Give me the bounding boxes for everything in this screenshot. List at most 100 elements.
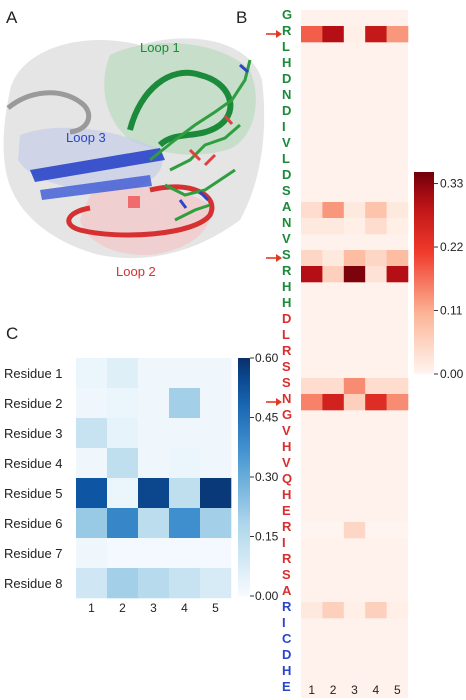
sequence-letter: V [282, 135, 291, 150]
heatmap-c-cell [169, 388, 201, 419]
heatmap-c-row-label: Residue 7 [4, 546, 63, 561]
heatmap-b-cell [365, 202, 387, 219]
heatmap-b-cell [301, 602, 323, 619]
heatmap-c-cell [107, 568, 139, 599]
heatmap-b-x-tick: 1 [308, 683, 315, 697]
strand-blue-1 [30, 148, 165, 182]
red-marker [128, 196, 140, 208]
heatmap-b-cell [365, 26, 387, 43]
heatmap-c-row-label: Residue 3 [4, 426, 63, 441]
sequence-letter: S [282, 183, 291, 198]
heatmap-c-cell [169, 508, 201, 539]
sequence-letter: C [282, 631, 292, 646]
heatmap-c-cell [200, 448, 232, 479]
heatmap-b-cell [386, 378, 409, 395]
heatmap-c-cell [169, 478, 201, 509]
heatmap-c-cell [76, 448, 108, 479]
heatmap-c-cell [107, 358, 139, 389]
heatmap-b-cell [386, 250, 409, 267]
sequence-letter: N [282, 87, 292, 102]
heatmap-b-cell [301, 522, 323, 539]
heatmap-c-row-label: Residue 5 [4, 486, 63, 501]
colorbar-c-tick: 0.00 [255, 589, 279, 603]
heatmap-c-x-tick: 5 [212, 601, 219, 615]
sequence-letter: R [282, 343, 292, 358]
ligand-sticks [149, 59, 252, 222]
heatmap-c-cell [169, 418, 201, 449]
heatmap-c-x-tick: 4 [181, 601, 188, 615]
loop2-label: Loop 2 [116, 264, 156, 279]
sequence-letter: H [282, 55, 292, 70]
heatmap-c-x-tick: 3 [150, 601, 157, 615]
arrow-head [276, 398, 282, 406]
heatmap-b-cell [343, 378, 366, 395]
sequence-letter: H [282, 439, 292, 454]
heatmap-b-cell [343, 602, 366, 619]
heatmap-b-cell [386, 266, 409, 283]
heatmap-b-cell [322, 522, 345, 539]
sequence-letter: H [282, 295, 292, 310]
heatmap-c-cell [107, 448, 139, 479]
heatmap-c-cell [107, 418, 139, 449]
heatmap-b-cell [301, 26, 323, 43]
sequence-letter: D [282, 647, 292, 662]
panel-label-a: A [6, 8, 18, 27]
heatmap-c-x-tick: 2 [119, 601, 126, 615]
sequence-letter: N [282, 391, 292, 406]
heatmap-b-cell [365, 378, 387, 395]
sequence-letter: L [282, 39, 290, 54]
heatmap-b-cell [365, 602, 387, 619]
sequence-letter: V [282, 231, 291, 246]
sequence-letter: S [282, 247, 291, 262]
heatmap-b-cell [365, 266, 387, 283]
sequence-letter: A [282, 199, 292, 214]
sequence-letter: R [282, 263, 292, 278]
heatmap-b-cell [343, 218, 366, 235]
heatmap-c-cell [138, 568, 170, 599]
colorbar-b [414, 172, 434, 374]
heatmap-c-cell [138, 358, 170, 389]
heatmap-c-cell [138, 538, 170, 569]
sequence-letter: S [282, 359, 291, 374]
sequence-letter: V [282, 455, 291, 470]
heatmap-c-cell [169, 358, 201, 389]
heatmap-c-cell [138, 418, 170, 449]
sequence-letter: R [282, 519, 292, 534]
sequence-letter: Q [282, 471, 293, 486]
heatmap-c-row-label: Residue 6 [4, 516, 63, 531]
sequence-letter: E [282, 503, 291, 518]
heatmap-c-row-label: Residue 1 [4, 366, 63, 381]
heatmap-c-row-label: Residue 2 [4, 396, 63, 411]
heatmap-c-cell [200, 388, 232, 419]
heatmap-b-cell [322, 266, 345, 283]
heatmap-b-cell [322, 378, 345, 395]
heatmap-b-x-tick: 5 [394, 683, 401, 697]
heatmap-b-cell [386, 394, 409, 411]
heatmap-b-cell [322, 26, 345, 43]
surface-red [80, 186, 211, 256]
sequence-letter: N [282, 215, 292, 230]
heatmap-c-cell [200, 568, 232, 599]
loop3-label: Loop 3 [66, 130, 106, 145]
loop1-label: Loop 1 [140, 40, 180, 55]
colorbar-b-tick: 0.11 [440, 304, 463, 318]
heatmap-b-cell [386, 202, 409, 219]
heatmap-b-cell [322, 202, 345, 219]
sequence-letter: L [282, 327, 290, 342]
heatmap-b-background [301, 10, 408, 698]
heatmap-b-cell [322, 602, 345, 619]
heatmap-b-x-tick: 3 [351, 683, 358, 697]
sequence-letter: G [282, 407, 293, 422]
heatmap-b-cell [301, 202, 323, 219]
heatmap-b-cell [301, 378, 323, 395]
sequence-letter: R [282, 599, 292, 614]
sequence-letter: H [282, 279, 292, 294]
heatmap-c-cell [138, 478, 170, 509]
heatmap-b-cell [386, 26, 409, 43]
heatmap-b-x-tick: 2 [330, 683, 337, 697]
heatmap-b-cell [343, 266, 366, 283]
sequence-letter: D [282, 71, 292, 86]
panel-label-c: C [6, 324, 19, 343]
heatmap-c-cell [107, 388, 139, 419]
heatmap-b-cell [365, 522, 387, 539]
